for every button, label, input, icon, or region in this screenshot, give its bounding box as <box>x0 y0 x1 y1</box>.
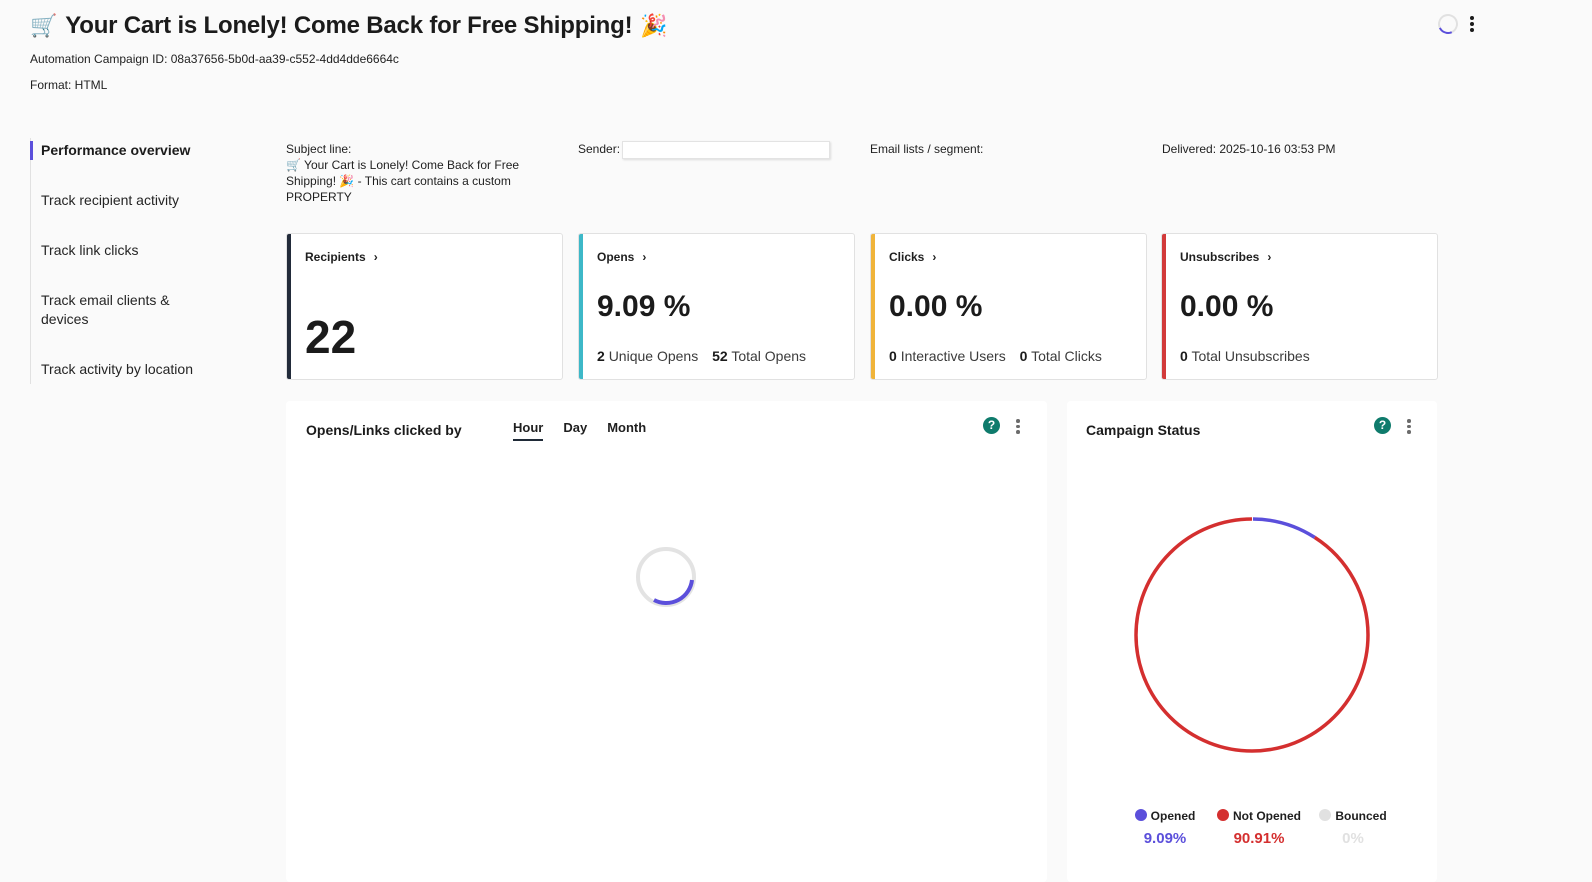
legend-value: 0% <box>1342 830 1364 847</box>
campaign-title: Your Cart is Lonely! Come Back for Free … <box>65 12 633 39</box>
unique-opens-label: Unique Opens <box>608 348 699 364</box>
clicks-rate: 0.00 % <box>889 290 983 323</box>
total-opens-label: Total Opens <box>731 348 807 364</box>
panel-title: Opens/Links clicked by <box>306 422 462 438</box>
chevron-right-icon: › <box>932 250 937 264</box>
subject-value: 🛒 Your Cart is Lonely! Come Back for Fre… <box>286 158 520 204</box>
kpi-unsubscribes: Unsubscribes › 0.00 % 0 Total Unsubscribe… <box>1161 233 1438 380</box>
chevron-right-icon: › <box>1267 250 1272 264</box>
interactive-users-count: 0 <box>889 348 897 364</box>
total-clicks-count: 0 <box>1019 348 1028 364</box>
sender-value <box>622 141 831 159</box>
legend-value: 90.91% <box>1233 830 1285 847</box>
opens-links-panel: Opens/Links clicked by Hour Day Month ? <box>286 401 1047 882</box>
legend-opened[interactable]: Opened 9.09% <box>1125 809 1205 847</box>
opens-rate: 9.09 % <box>597 290 691 323</box>
unsubscribes-link[interactable]: Unsubscribes › <box>1180 250 1271 264</box>
campaign-info: Subject line: 🛒 Your Cart is Lonely! Com… <box>286 141 1446 211</box>
recipients-value: 22 <box>305 311 357 363</box>
email-lists-label: Email lists / segment: <box>870 142 984 156</box>
more-options-icon[interactable] <box>1468 16 1476 32</box>
kpi-accent-bar <box>1162 234 1166 379</box>
loading-spinner-icon <box>1435 11 1461 37</box>
legend-label: Bounced <box>1335 809 1387 823</box>
kpi-clicks: Clicks › 0.00 % 0 Interactive Users 0 Tot… <box>870 233 1147 380</box>
legend-bounced[interactable]: Bounced 0% <box>1313 809 1393 847</box>
cart-icon: 🛒 <box>30 13 58 38</box>
total-unsubscribes-count: 0 <box>1180 348 1188 364</box>
loading-spinner-icon <box>636 547 696 607</box>
subject-line: Subject line: 🛒 Your Cart is Lonely! Com… <box>286 141 526 205</box>
help-icon[interactable]: ? <box>983 417 1000 434</box>
total-unsubscribes-label: Total Unsubscribes <box>1191 348 1310 364</box>
opened-dot-icon <box>1134 809 1147 821</box>
unsubscribes-rate: 0.00 % <box>1180 290 1274 323</box>
legend-not-opened[interactable]: Not Opened 90.91% <box>1207 809 1311 847</box>
not-opened-dot-icon <box>1217 809 1229 821</box>
unsubscribes-details: 0 Total Unsubscribes <box>1180 348 1310 364</box>
kpi-title: Opens <box>597 250 635 264</box>
total-clicks-label: Total Clicks <box>1031 348 1102 364</box>
nav-track-activity-location[interactable]: Track activity by location <box>41 361 193 377</box>
clicks-link[interactable]: Clicks › <box>889 250 936 264</box>
party-popper-icon: 🎉 <box>640 13 668 38</box>
chevron-right-icon: › <box>373 250 378 264</box>
page-title: 🛒 Your Cart is Lonely! Come Back for Fre… <box>30 10 668 42</box>
more-options-icon[interactable] <box>1405 419 1413 434</box>
panel-title: Campaign Status <box>1086 422 1201 438</box>
campaign-id: Automation Campaign ID: 08a37656-5b0d-aa… <box>30 52 399 66</box>
nav-track-link-clicks[interactable]: Track link clicks <box>41 242 139 258</box>
subject-label: Subject line: <box>286 142 352 156</box>
kpi-recipients: Recipients › 22 <box>286 233 563 380</box>
delivered-date: Delivered: 2025-10-16 03:53 PM <box>1162 142 1336 156</box>
kpi-accent-bar <box>871 234 875 379</box>
chevron-right-icon: › <box>642 250 647 264</box>
legend-value: 9.09% <box>1143 830 1187 847</box>
more-options-icon[interactable] <box>1014 419 1022 434</box>
legend-label: Opened <box>1150 809 1196 823</box>
top-actions <box>1435 11 1476 37</box>
total-opens-count: 52 <box>712 348 728 364</box>
kpi-title: Clicks <box>889 250 925 264</box>
format-label: Format: HTML <box>30 78 108 92</box>
time-tabs: Hour Day Month <box>513 420 646 441</box>
side-nav: Performance overview Track recipient act… <box>30 138 240 384</box>
email-lists: Email lists / segment: <box>870 141 983 157</box>
kpi-title: Unsubscribes <box>1180 250 1260 264</box>
nav-performance-overview[interactable]: Performance overview <box>30 141 210 160</box>
kpi-opens: Opens › 9.09 % 2 Unique Opens 52 Total Op… <box>578 233 855 380</box>
page-header: 🛒 Your Cart is Lonely! Come Back for Fre… <box>30 10 668 92</box>
sender-label: Sender: <box>578 142 621 156</box>
sender: Sender: <box>578 141 831 159</box>
tab-month[interactable]: Month <box>607 420 647 435</box>
unique-opens-count: 2 <box>597 348 605 364</box>
recipients-link[interactable]: Recipients › <box>305 250 378 264</box>
tab-day[interactable]: Day <box>563 420 588 435</box>
campaign-status-donut-chart <box>1134 517 1370 753</box>
campaign-status-panel: Campaign Status ? Opened 9.09% Not Opene… <box>1067 401 1437 882</box>
kpi-accent-bar <box>287 234 291 379</box>
kpi-accent-bar <box>579 234 583 379</box>
interactive-users-label: Interactive Users <box>900 348 1006 364</box>
clicks-details: 0 Interactive Users 0 Total Clicks <box>889 348 1102 364</box>
opens-link[interactable]: Opens › <box>597 250 646 264</box>
opens-details: 2 Unique Opens 52 Total Opens <box>597 348 806 364</box>
nav-track-email-clients[interactable]: Track email clients & devices <box>41 292 170 327</box>
help-icon[interactable]: ? <box>1374 417 1391 434</box>
nav-track-recipient-activity[interactable]: Track recipient activity <box>41 192 179 208</box>
kpi-title: Recipients <box>305 250 366 264</box>
bounced-dot-icon <box>1319 809 1332 821</box>
legend-label: Not Opened <box>1233 809 1301 823</box>
tab-hour[interactable]: Hour <box>513 420 544 441</box>
